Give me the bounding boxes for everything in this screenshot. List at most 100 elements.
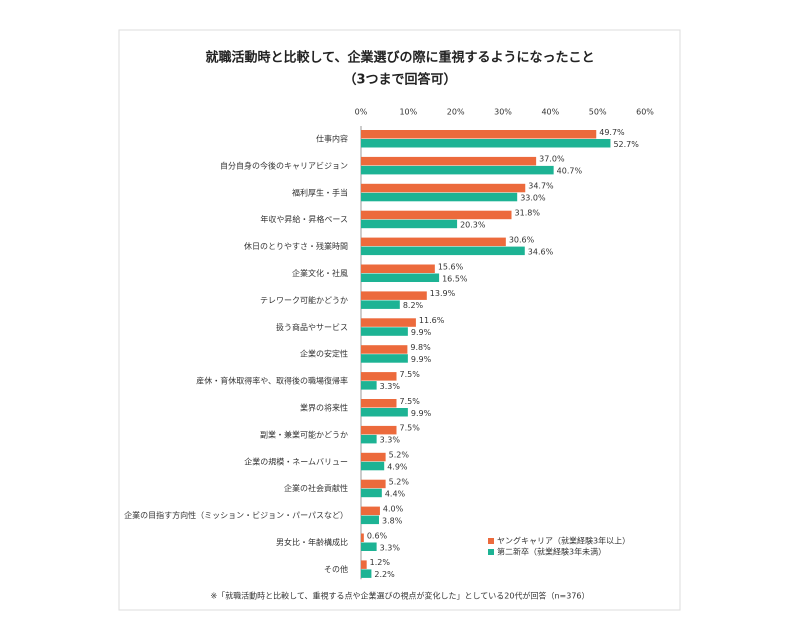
bar: [361, 165, 554, 175]
y-tick-label: 副業・兼業可能かどうか: [260, 429, 348, 439]
value-label: 11.6%: [419, 316, 445, 325]
chart-subtitle: （3つまで回答可）: [343, 72, 456, 88]
bar: [361, 327, 408, 336]
chart-title: 就職活動時と比較して、企業選びの際に重視するようになったこと: [206, 50, 595, 66]
y-tick-label: 仕事内容: [316, 134, 348, 144]
value-label: 2.2%: [374, 570, 395, 579]
y-tick-label: 産休・育休取得率や、取得後の職場復帰率: [196, 376, 348, 386]
bar: [361, 488, 382, 498]
value-label: 16.5%: [442, 274, 468, 283]
y-tick-label: 男女比・年齢構成比: [276, 537, 348, 547]
value-label: 0.6%: [367, 531, 388, 540]
value-label: 1.2%: [370, 558, 391, 567]
bar: [361, 192, 518, 202]
legend-swatch: [488, 549, 494, 555]
value-label: 33.0%: [520, 194, 546, 203]
bar: [361, 381, 377, 390]
value-label: 13.9%: [430, 289, 456, 298]
value-label: 52.7%: [613, 140, 639, 149]
bar: [361, 425, 397, 435]
value-label: 4.4%: [385, 489, 406, 498]
value-label: 9.9%: [411, 409, 432, 418]
bar: [361, 237, 506, 247]
value-label: 5.2%: [389, 451, 410, 460]
bar: [361, 479, 386, 489]
bar: [361, 515, 379, 525]
x-tick-label: 40%: [541, 108, 559, 117]
bar: [361, 533, 364, 542]
y-tick-label: 企業の目指す方向性（ミッション・ビジョン・パーパスなど）: [124, 510, 348, 520]
y-tick-label: 企業の規模・ネームバリュー: [244, 456, 348, 466]
bar: [361, 345, 408, 354]
bar: [361, 219, 458, 229]
bar: [361, 506, 380, 516]
bar: [361, 130, 597, 139]
bar: [361, 318, 416, 327]
legend-swatch: [488, 538, 494, 544]
y-tick-label: 業界の将来性: [300, 403, 348, 413]
x-tick-label: 0%: [355, 108, 368, 117]
y-tick-label: 企業の安定性: [300, 349, 348, 359]
bar: [361, 210, 512, 220]
value-label: 9.9%: [411, 355, 432, 364]
value-label: 9.8%: [410, 343, 431, 352]
bar: [361, 372, 397, 381]
value-label: 34.6%: [528, 247, 554, 256]
y-tick-label: 扱う商品やサービス: [276, 322, 348, 332]
bar: [361, 399, 397, 408]
bar: [361, 434, 377, 444]
value-label: 7.5%: [400, 397, 421, 406]
footnote: ※「就職活動時と比較して、重視する点や企業選びの視点が変化した」としている20代…: [210, 591, 589, 601]
bar: [361, 183, 526, 193]
x-tick-label: 50%: [589, 108, 607, 117]
legend-label: 第二新卒（就業経験3年未満）: [497, 547, 606, 557]
bar: [361, 560, 367, 569]
bar: [361, 291, 427, 300]
value-label: 9.9%: [411, 328, 432, 337]
value-label: 37.0%: [539, 155, 565, 164]
value-label: 15.6%: [438, 262, 464, 271]
bar: [361, 156, 537, 166]
value-label: 49.7%: [599, 128, 625, 137]
y-tick-label: テレワーク可能かどうか: [260, 295, 348, 305]
bar: [361, 264, 435, 273]
value-label: 5.2%: [389, 477, 410, 486]
y-tick-label: 年収や昇給・昇格ペース: [260, 214, 348, 224]
value-label: 8.2%: [403, 301, 424, 310]
value-label: 7.5%: [400, 424, 421, 433]
y-tick-label: 福利厚生・手当: [292, 187, 348, 197]
value-label: 20.3%: [460, 220, 486, 229]
value-label: 40.7%: [557, 167, 583, 176]
y-tick-label: 休日のとりやすさ・残業時間: [244, 241, 348, 251]
x-tick-label: 60%: [636, 108, 654, 117]
legend-label: ヤングキャリア（就業経験3年以上）: [497, 536, 630, 546]
value-label: 4.9%: [387, 463, 408, 472]
bar: [361, 542, 377, 551]
value-label: 31.8%: [515, 208, 541, 217]
bar: [361, 569, 372, 578]
y-tick-label: 自分自身の今後のキャリアビジョン: [220, 160, 348, 170]
value-label: 34.7%: [528, 182, 554, 191]
bar: [361, 273, 440, 282]
value-label: 30.6%: [509, 235, 535, 244]
bar: [361, 300, 400, 309]
bar: [361, 354, 408, 363]
x-tick-label: 10%: [399, 108, 417, 117]
bar: [361, 408, 408, 417]
bar: [361, 452, 386, 462]
bar: [361, 246, 525, 256]
y-tick-label: その他: [324, 564, 348, 574]
x-tick-label: 20%: [447, 108, 465, 117]
value-label: 3.3%: [380, 543, 401, 552]
value-label: 3.3%: [380, 436, 401, 445]
bar: [361, 139, 611, 148]
bar: [361, 461, 385, 471]
y-tick-label: 企業文化・社風: [292, 268, 348, 278]
value-label: 7.5%: [400, 370, 421, 379]
x-tick-label: 30%: [494, 108, 512, 117]
y-tick-label: 企業の社会貢献性: [284, 483, 348, 493]
value-label: 3.3%: [380, 382, 401, 391]
value-label: 3.8%: [382, 516, 403, 525]
value-label: 4.0%: [383, 504, 404, 513]
